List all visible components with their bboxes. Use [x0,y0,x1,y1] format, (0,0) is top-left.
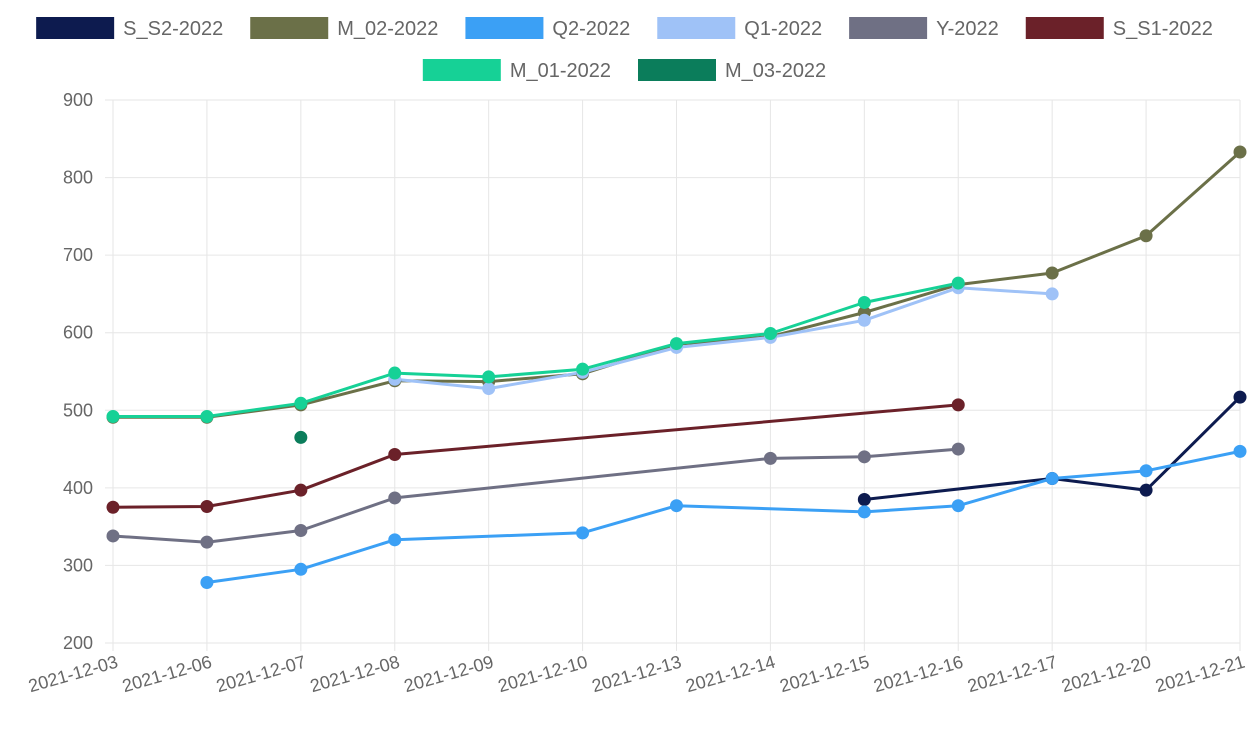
x-tick-label: 2021-12-10 [496,652,590,697]
data-point-m-01-2022[interactable] [576,362,590,376]
legend-swatch [638,59,716,81]
legend-item-m-02-2022[interactable]: M_02-2022 [250,17,438,40]
data-point-y-2022[interactable] [106,529,120,543]
series-points [106,145,1247,589]
legend-swatch [1025,17,1104,39]
legend-label: S_S2-2022 [123,18,223,40]
data-point-s-s1-2022[interactable] [106,500,120,514]
legend-item-m-01-2022[interactable]: M_01-2022 [422,59,611,82]
legend-swatch [36,17,115,39]
x-tick-label: 2021-12-09 [402,652,496,697]
series-line-m-01-2022 [113,281,959,418]
x-tick-label: 2021-12-03 [26,652,120,697]
x-tick-label: 2021-12-07 [214,652,308,697]
x-tick-label: 2021-12-13 [590,652,684,697]
data-point-y-2022[interactable] [763,451,777,465]
data-point-q2-2022[interactable] [200,575,214,589]
x-tick-label: 2021-12-06 [120,652,214,697]
data-point-q2-2022[interactable] [388,533,402,547]
data-point-q2-2022[interactable] [294,562,308,576]
x-tick-label: 2021-12-08 [308,652,402,697]
x-tick-label: 2021-12-16 [871,652,965,697]
legend-swatch [849,17,928,39]
legend-item-y-2022[interactable]: Y-2022 [849,17,999,40]
data-point-s-s2-2022[interactable] [1233,390,1247,404]
data-point-m-01-2022[interactable] [857,295,871,309]
series-line-q2-2022 [206,449,1241,584]
legend-swatch [657,17,736,39]
x-tick-label: 2021-12-14 [683,652,777,697]
y-tick-label: 300 [63,555,93,575]
legend-item-m-03-2022[interactable]: M_03-2022 [638,59,826,82]
data-point-q1-2022[interactable] [482,382,496,396]
y-tick-label: 800 [63,168,93,188]
y-tick-label: 400 [63,478,93,498]
y-tick-label: 700 [63,245,93,265]
series-line-y-2022 [112,447,959,544]
y-tick-label: 600 [63,323,93,343]
legend-label: M_02-2022 [337,18,438,40]
data-point-y-2022[interactable] [200,535,214,549]
y-tick-label: 200 [63,633,93,653]
data-point-q1-2022[interactable] [857,313,871,327]
legend-label: S_S1-2022 [1113,18,1213,40]
x-tick-label: 2021-12-20 [1059,652,1153,697]
data-point-m-01-2022[interactable] [106,409,120,423]
legend-item-s-s2-2022[interactable]: S_S2-2022 [36,17,223,40]
data-point-s-s1-2022[interactable] [388,448,402,462]
data-point-m-01-2022[interactable] [482,370,496,384]
x-tick-label: 2021-12-21 [1153,652,1247,697]
data-point-q2-2022[interactable] [857,505,871,519]
x-tick-label: 2021-12-17 [965,652,1059,697]
data-point-m-01-2022[interactable] [294,396,308,410]
legend-label: Q2-2022 [552,18,630,40]
data-point-y-2022[interactable] [857,450,871,464]
legend-item-s-s1-2022[interactable]: S_S1-2022 [1025,17,1213,40]
data-point-q2-2022[interactable] [1233,444,1247,458]
data-point-m-01-2022[interactable] [951,276,965,290]
legend-swatch [250,17,329,39]
data-point-s-s1-2022[interactable] [200,499,214,513]
data-point-q1-2022[interactable] [1045,287,1059,301]
data-point-m-01-2022[interactable] [200,409,214,423]
data-point-y-2022[interactable] [951,442,965,456]
y-axis-ticks: 200 300 400 500 600 700 800 900 [63,90,93,653]
data-point-m-02-2022[interactable] [1045,266,1059,280]
data-point-s-s1-2022[interactable] [294,483,308,497]
legend-swatch [422,59,501,81]
legend-swatch [465,17,544,39]
chart-grid [105,99,1241,651]
data-point-m-01-2022[interactable] [670,337,683,351]
data-point-m-01-2022[interactable] [388,366,402,380]
data-point-q2-2022[interactable] [1139,464,1153,478]
series-line-s-s2-2022 [864,396,1242,501]
data-point-q2-2022[interactable] [951,499,965,513]
data-point-s-s1-2022[interactable] [951,398,965,412]
data-point-y-2022[interactable] [294,524,308,538]
legend-label: M_03-2022 [725,60,826,82]
series-line-q1-2022 [394,286,1053,391]
x-axis-ticks: 2021-12-03 2021-12-06 2021-12-07 2021-12-08… [26,652,1247,697]
y-tick-label: 900 [63,90,93,110]
data-point-q2-2022[interactable] [576,526,590,540]
data-point-s-s2-2022[interactable] [857,492,871,506]
data-point-m-02-2022[interactable] [1139,229,1153,243]
legend-item-q2-2022[interactable]: Q2-2022 [465,17,630,40]
data-point-m-03-2022[interactable] [294,430,308,444]
data-point-q2-2022[interactable] [670,499,683,513]
data-point-m-02-2022[interactable] [1233,145,1247,159]
data-point-m-01-2022[interactable] [763,326,777,340]
data-point-y-2022[interactable] [388,491,402,505]
legend-label: M_01-2022 [510,60,611,82]
legend-label: Y-2022 [936,18,999,40]
y-tick-label: 500 [63,400,93,420]
legend-label: Q1-2022 [744,18,822,40]
data-point-q2-2022[interactable] [1045,472,1059,486]
data-point-s-s2-2022[interactable] [1139,483,1153,497]
legend-item-q1-2022[interactable]: Q1-2022 [657,17,822,40]
x-tick-label: 2021-12-15 [777,652,871,697]
chart-legend: S_S2-2022 M_02-2022 Q2-2022 Q1-2022 Y-2022 S_… [36,17,1213,82]
